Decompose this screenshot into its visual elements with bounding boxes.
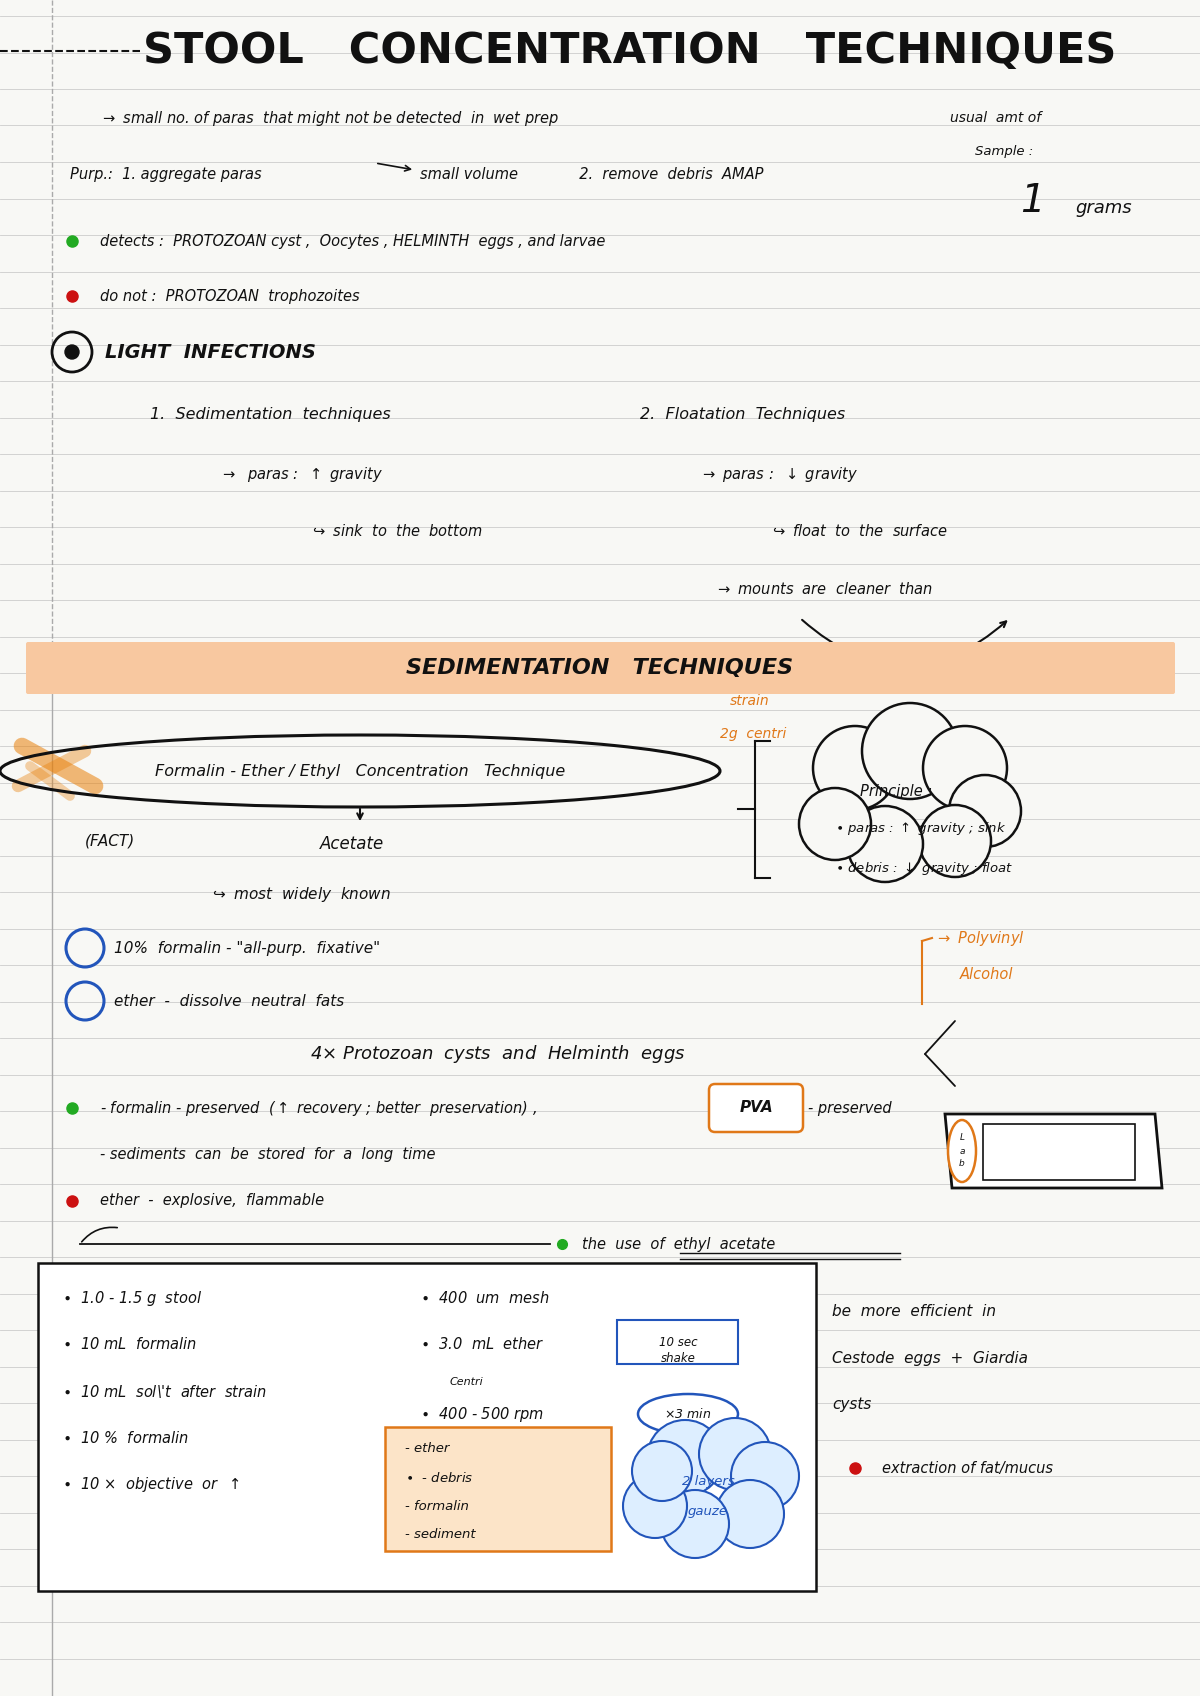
- Text: L: L: [960, 1133, 965, 1143]
- Text: $\bullet$  1.0 - 1.5 g  stool: $\bullet$ 1.0 - 1.5 g stool: [62, 1289, 202, 1308]
- Text: Acetate: Acetate: [320, 834, 384, 853]
- Circle shape: [698, 1418, 772, 1491]
- Circle shape: [632, 1442, 692, 1501]
- Text: $\bullet$  400  um  mesh: $\bullet$ 400 um mesh: [420, 1291, 550, 1306]
- Text: $\rightarrow$ paras :  $\downarrow$ gravity: $\rightarrow$ paras : $\downarrow$ gravi…: [700, 465, 858, 483]
- Text: Sample :: Sample :: [974, 144, 1033, 158]
- Text: LIGHT  INFECTIONS: LIGHT INFECTIONS: [106, 343, 316, 361]
- Text: 1: 1: [1020, 181, 1045, 220]
- Circle shape: [862, 704, 958, 799]
- Text: b: b: [959, 1160, 965, 1169]
- Text: - formalin - preserved  ($\uparrow$ recovery ; better  preservation) ,: - formalin - preserved ($\uparrow$ recov…: [100, 1099, 538, 1118]
- Text: Alcohol: Alcohol: [960, 967, 1014, 982]
- Text: $\times$3 min: $\times$3 min: [665, 1408, 712, 1421]
- Text: PVA: PVA: [739, 1101, 773, 1116]
- Text: $\bullet$  400 - 500 rpm: $\bullet$ 400 - 500 rpm: [420, 1404, 544, 1423]
- Circle shape: [814, 726, 898, 811]
- Text: $\bullet$  10 mL  formalin: $\bullet$ 10 mL formalin: [62, 1336, 197, 1352]
- Text: 2.  Floatation  Techniques: 2. Floatation Techniques: [640, 407, 845, 422]
- Text: - preserved: - preserved: [808, 1101, 892, 1116]
- Polygon shape: [946, 1114, 1162, 1187]
- Text: SEDIMENTATION   TECHNIQUES: SEDIMENTATION TECHNIQUES: [407, 658, 793, 678]
- Circle shape: [847, 806, 923, 882]
- Circle shape: [661, 1491, 730, 1559]
- Text: a: a: [959, 1146, 965, 1155]
- Text: 2.  remove  debris  AMAP: 2. remove debris AMAP: [570, 166, 763, 181]
- Text: $\rightarrow$  paras :  $\uparrow$ gravity: $\rightarrow$ paras : $\uparrow$ gravity: [220, 465, 383, 483]
- Circle shape: [65, 344, 79, 360]
- Text: extraction of fat/mucus: extraction of fat/mucus: [882, 1460, 1054, 1476]
- Text: small volume: small volume: [420, 166, 518, 181]
- Text: gauze: gauze: [688, 1504, 728, 1518]
- Circle shape: [923, 726, 1007, 811]
- Text: $\bullet$ paras : $\uparrow$ gravity ; sink: $\bullet$ paras : $\uparrow$ gravity ; s…: [835, 819, 1007, 836]
- Text: $\bullet$  - debris: $\bullet$ - debris: [406, 1470, 474, 1486]
- Ellipse shape: [638, 1394, 738, 1435]
- Text: - formalin: - formalin: [406, 1499, 469, 1513]
- FancyBboxPatch shape: [709, 1084, 803, 1131]
- Text: $\rightarrow$ mounts  are  cleaner  than: $\rightarrow$ mounts are cleaner than: [715, 582, 934, 597]
- Circle shape: [799, 789, 871, 860]
- Text: 1.  Sedimentation  techniques: 1. Sedimentation techniques: [150, 407, 391, 422]
- Text: Purp.:  1. aggregate paras: Purp.: 1. aggregate paras: [70, 166, 262, 181]
- Text: - sediment: - sediment: [406, 1528, 475, 1540]
- Circle shape: [623, 1474, 686, 1538]
- Text: $\bullet$  10 %  formalin: $\bullet$ 10 % formalin: [62, 1430, 188, 1447]
- Text: $\bullet$  10 $\times$  objective  or  $\uparrow$: $\bullet$ 10 $\times$ objective or $\upa…: [62, 1474, 240, 1494]
- Text: usual  amt of: usual amt of: [950, 110, 1042, 126]
- Text: Principle :: Principle :: [860, 784, 932, 799]
- Text: (FACT): (FACT): [85, 833, 136, 848]
- Text: ether  -  dissolve  neutral  fats: ether - dissolve neutral fats: [114, 994, 344, 1009]
- Text: 4$\times$ Protozoan  cysts  and  Helminth  eggs: 4$\times$ Protozoan cysts and Helminth e…: [310, 1043, 685, 1065]
- Text: 2 layers: 2 layers: [682, 1474, 734, 1487]
- Text: grams: grams: [1075, 198, 1132, 217]
- Text: 2g  centri: 2g centri: [720, 728, 786, 741]
- Text: do not :  PROTOZOAN  trophozoites: do not : PROTOZOAN trophozoites: [100, 288, 360, 304]
- Text: $\hookrightarrow$ sink  to  the  bottom: $\hookrightarrow$ sink to the bottom: [310, 522, 482, 539]
- Text: strain: strain: [730, 694, 769, 707]
- FancyBboxPatch shape: [983, 1124, 1135, 1180]
- Circle shape: [731, 1442, 799, 1509]
- Text: shake: shake: [660, 1352, 696, 1365]
- Text: $\rightarrow$ Polyvinyl: $\rightarrow$ Polyvinyl: [935, 928, 1025, 948]
- Text: $\rightarrow$ small no. of paras  that might not be detected  in  wet prep: $\rightarrow$ small no. of paras that mi…: [100, 109, 559, 127]
- Text: Formalin - Ether / Ethyl   Concentration   Technique: Formalin - Ether / Ethyl Concentration T…: [155, 763, 565, 778]
- Text: $\bullet$  10 mL  sol\'t  after  strain: $\bullet$ 10 mL sol\'t after strain: [62, 1382, 266, 1399]
- FancyBboxPatch shape: [617, 1319, 738, 1364]
- FancyBboxPatch shape: [385, 1426, 611, 1552]
- FancyBboxPatch shape: [26, 643, 1175, 694]
- Text: - sediments  can  be  stored  for  a  long  time: - sediments can be stored for a long tim…: [100, 1146, 436, 1162]
- Text: $\hookrightarrow$ most  widely  known: $\hookrightarrow$ most widely known: [210, 885, 391, 904]
- FancyBboxPatch shape: [38, 1264, 816, 1591]
- Text: 10%  formalin - "all-purp.  fixative": 10% formalin - "all-purp. fixative": [114, 941, 380, 955]
- Text: $\bullet$  3.0  mL  ether: $\bullet$ 3.0 mL ether: [420, 1336, 545, 1352]
- Ellipse shape: [948, 1119, 976, 1182]
- Text: $\hookrightarrow$ float  to  the  surface: $\hookrightarrow$ float to the surface: [770, 522, 948, 539]
- Circle shape: [919, 806, 991, 877]
- Text: ether  -  explosive,  flammable: ether - explosive, flammable: [100, 1194, 324, 1209]
- Text: be  more  efficient  in: be more efficient in: [832, 1304, 996, 1318]
- Text: - ether: - ether: [406, 1442, 449, 1455]
- Circle shape: [949, 775, 1021, 846]
- Text: STOOL   CONCENTRATION   TECHNIQUES: STOOL CONCENTRATION TECHNIQUES: [143, 31, 1117, 71]
- Circle shape: [647, 1420, 722, 1496]
- Circle shape: [716, 1481, 784, 1548]
- Text: detects :  PROTOZOAN cyst ,  Oocytes , HELMINTH  eggs , and larvae: detects : PROTOZOAN cyst , Oocytes , HEL…: [100, 234, 605, 249]
- Text: Cestode  eggs  +  Giardia: Cestode eggs + Giardia: [832, 1350, 1028, 1365]
- Text: $\bullet$ debris : $\downarrow$ gravity ; float: $\bullet$ debris : $\downarrow$ gravity …: [835, 860, 1014, 877]
- Text: the  use  of  ethyl  acetate: the use of ethyl acetate: [582, 1236, 775, 1252]
- Text: 10 sec: 10 sec: [659, 1335, 697, 1348]
- Text: cysts: cysts: [832, 1396, 871, 1411]
- Text: Centri: Centri: [450, 1377, 484, 1387]
